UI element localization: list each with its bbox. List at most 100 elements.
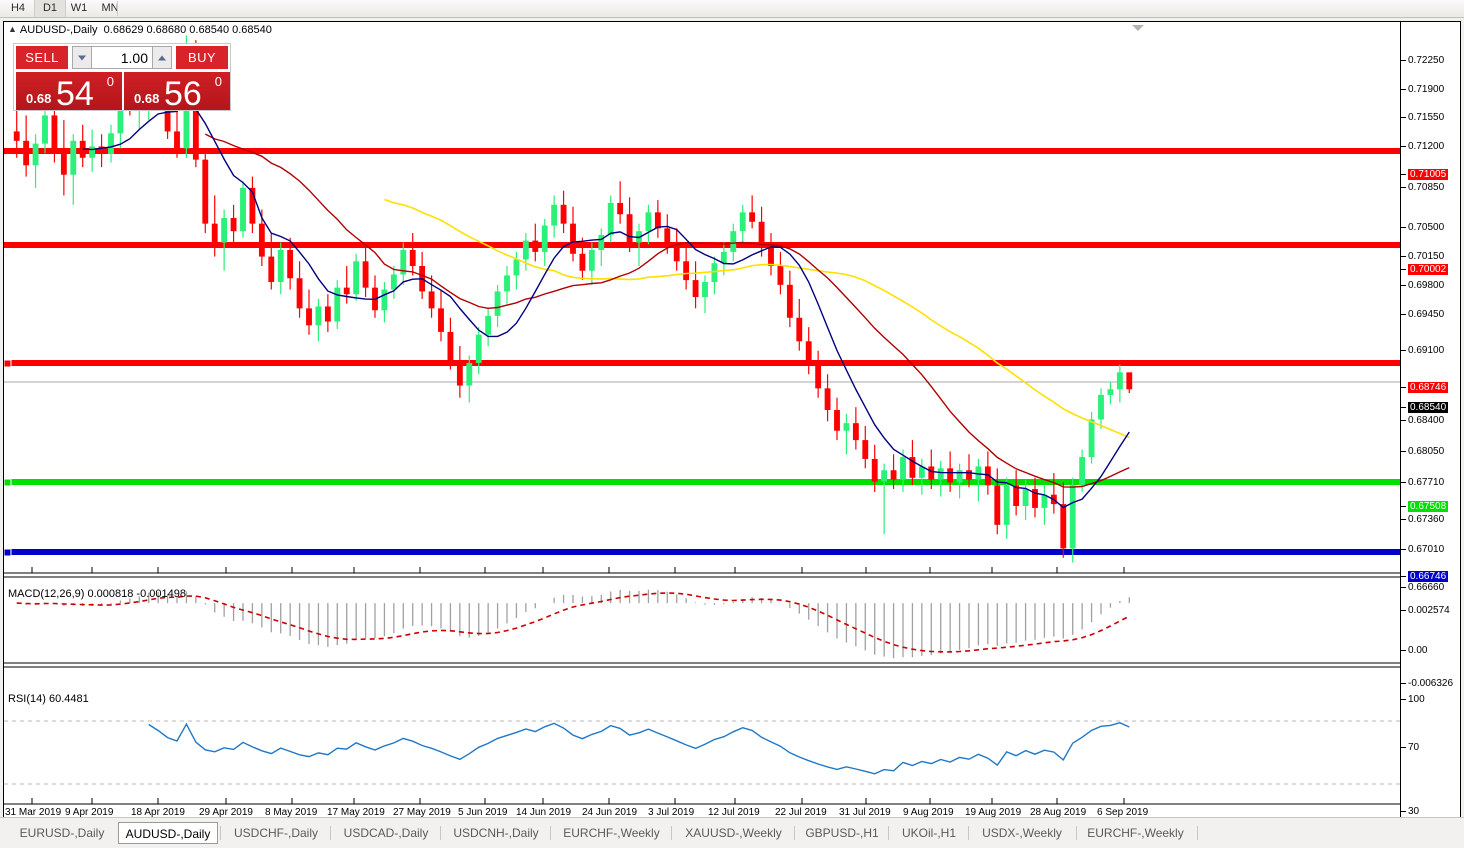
level-handle-068746[interactable]: [4, 359, 12, 368]
rsi-indicator-label: RSI(14) 60.4481: [8, 693, 89, 705]
chart-tab-6[interactable]: XAUUSD-,Weekly: [685, 826, 782, 840]
moving-average-fast: [82, 99, 1130, 509]
candle-body: [1060, 504, 1067, 549]
chart-tab-10[interactable]: EURCHF-,Weekly: [1087, 826, 1184, 840]
price-label-070500: 0.70500: [1408, 222, 1445, 233]
collapse-triangle-icon[interactable]: ▲: [8, 24, 17, 34]
tab-divider: [550, 826, 551, 840]
price-scale[interactable]: 0.72250 0.71900 0.71550 0.71200 0.71005 0.708…: [1400, 22, 1460, 847]
date-label: 28 Aug 2019: [1030, 807, 1087, 818]
moving-average-slow: [384, 198, 1130, 439]
buy-quote[interactable]: 0.68 56 0: [124, 72, 230, 110]
price-tick: [1401, 256, 1406, 257]
chart-plot-area[interactable]: [4, 22, 1400, 817]
candle-body: [494, 291, 501, 316]
period-tab-h4[interactable]: H4: [10, 2, 26, 14]
candle-body: [626, 214, 633, 243]
date-label: 18 Apr 2019: [131, 807, 185, 818]
date-axis-ticks: [31, 567, 1125, 804]
candle-body: [522, 240, 529, 260]
candle-body: [532, 240, 539, 252]
chart-tab-1[interactable]: AUDUSD-,Daily: [118, 822, 218, 844]
chart-tab-7[interactable]: GBPUSD-,H1: [805, 826, 879, 840]
sell-quote[interactable]: 0.68 54 0: [16, 72, 122, 110]
chart-symbol-label: AUDUSD-,Daily: [19, 24, 98, 36]
candle-body: [692, 280, 699, 298]
price-label-068746: 0.68746: [1408, 382, 1449, 393]
price-tick: [1401, 699, 1406, 700]
sell-price-fraction: 0: [106, 74, 114, 89]
price-tick: [1401, 89, 1406, 90]
candle-body: [240, 187, 246, 232]
candle-body: [211, 223, 218, 243]
tab-divider: [330, 826, 331, 840]
candle-body: [975, 466, 982, 480]
candle-body: [796, 317, 803, 342]
candle-body: [202, 159, 209, 224]
chart-tab-2[interactable]: USDCHF-,Daily: [234, 826, 318, 840]
period-tab-w1[interactable]: W1: [70, 2, 88, 14]
chart-tab-8[interactable]: UKOil-,H1: [901, 826, 956, 840]
price-tick: [1401, 146, 1406, 147]
sell-button[interactable]: SELL: [16, 46, 68, 69]
candle-body: [428, 291, 435, 309]
price-label-068540: 0.68540: [1408, 402, 1449, 413]
candle-body: [221, 218, 228, 243]
chart-tab-4[interactable]: USDCNH-,Daily: [453, 826, 539, 840]
date-label: 9 Apr 2019: [65, 807, 114, 818]
period-tab-d1[interactable]: D1: [34, 0, 66, 17]
macd-indicator-label: MACD(12,26,9) 0.000818 -0.001498: [8, 588, 186, 600]
chart-tab-0[interactable]: EURUSD-,Daily: [19, 826, 105, 840]
date-label: 31 Mar 2019: [5, 807, 62, 818]
candle-body: [871, 458, 878, 482]
candle-body: [730, 231, 737, 252]
price-label-069450: 0.69450: [1408, 309, 1445, 320]
candle-body: [400, 250, 407, 275]
date-label: 14 Jun 2019: [516, 807, 572, 818]
candle-body: [174, 131, 180, 149]
price-tick: [1401, 451, 1406, 452]
volume-stepper[interactable]: 1.00: [72, 46, 172, 69]
toolbar-divider: [117, 1, 118, 16]
chart-tab-5[interactable]: EURCHF-,Weekly: [563, 826, 660, 840]
chart-collapse-arrow-icon[interactable]: [1132, 25, 1144, 31]
candle-body: [70, 140, 77, 175]
price-label-70: 70: [1408, 742, 1420, 753]
price-label-072250: 0.72250: [1408, 55, 1445, 66]
candle-body: [711, 263, 718, 282]
volume-input[interactable]: 1.00: [92, 46, 152, 69]
chart-window: ▲ AUDUSD-,Daily 0.68629 0.68680 0.68540 0…: [3, 21, 1461, 847]
price-label-071005: 0.71005: [1408, 169, 1449, 180]
volume-decrease-button[interactable]: [72, 46, 92, 69]
date-label: 8 May 2019: [265, 807, 318, 818]
chart-tab-3[interactable]: USDCAD-,Daily: [343, 826, 429, 840]
volume-increase-button[interactable]: [152, 46, 172, 69]
buy-button[interactable]: BUY: [176, 46, 228, 69]
level-handle-067508[interactable]: [4, 478, 12, 487]
chart-tab-9[interactable]: USDX-,Weekly: [982, 826, 1062, 840]
candle-body: [447, 331, 454, 361]
candle-body: [617, 202, 624, 215]
candle-body: [334, 287, 341, 322]
candle-body: [1088, 419, 1095, 458]
candle-body: [1107, 389, 1114, 395]
period-tab-mn[interactable]: MN: [101, 2, 119, 14]
date-label: 17 May 2019: [327, 807, 385, 818]
date-label: 31 Jul 2019: [839, 807, 891, 818]
sell-price-prefix: 0.68: [26, 91, 52, 106]
price-tick: [1401, 519, 1406, 520]
candle-body: [541, 225, 548, 252]
candle-body: [673, 244, 680, 262]
price-tick: [1401, 576, 1406, 577]
price-tick: [1401, 60, 1406, 61]
price-tick: [1401, 747, 1406, 748]
chart-title-bar: ▲ AUDUSD-,Daily 0.68629 0.68680 0.68540 0…: [8, 24, 272, 36]
moving-average-mid: [204, 133, 1130, 488]
price-label-069100: 0.69100: [1408, 345, 1445, 356]
price-label-0002574: 0.002574: [1408, 605, 1450, 616]
candle-body: [32, 143, 39, 166]
level-handle-066746[interactable]: [4, 548, 12, 557]
date-label: 9 Aug 2019: [903, 807, 954, 818]
candle-body: [60, 153, 67, 175]
one-click-trading-panel[interactable]: SELL 1.00 BUY 0.68 54 0 0.68: [13, 43, 231, 111]
